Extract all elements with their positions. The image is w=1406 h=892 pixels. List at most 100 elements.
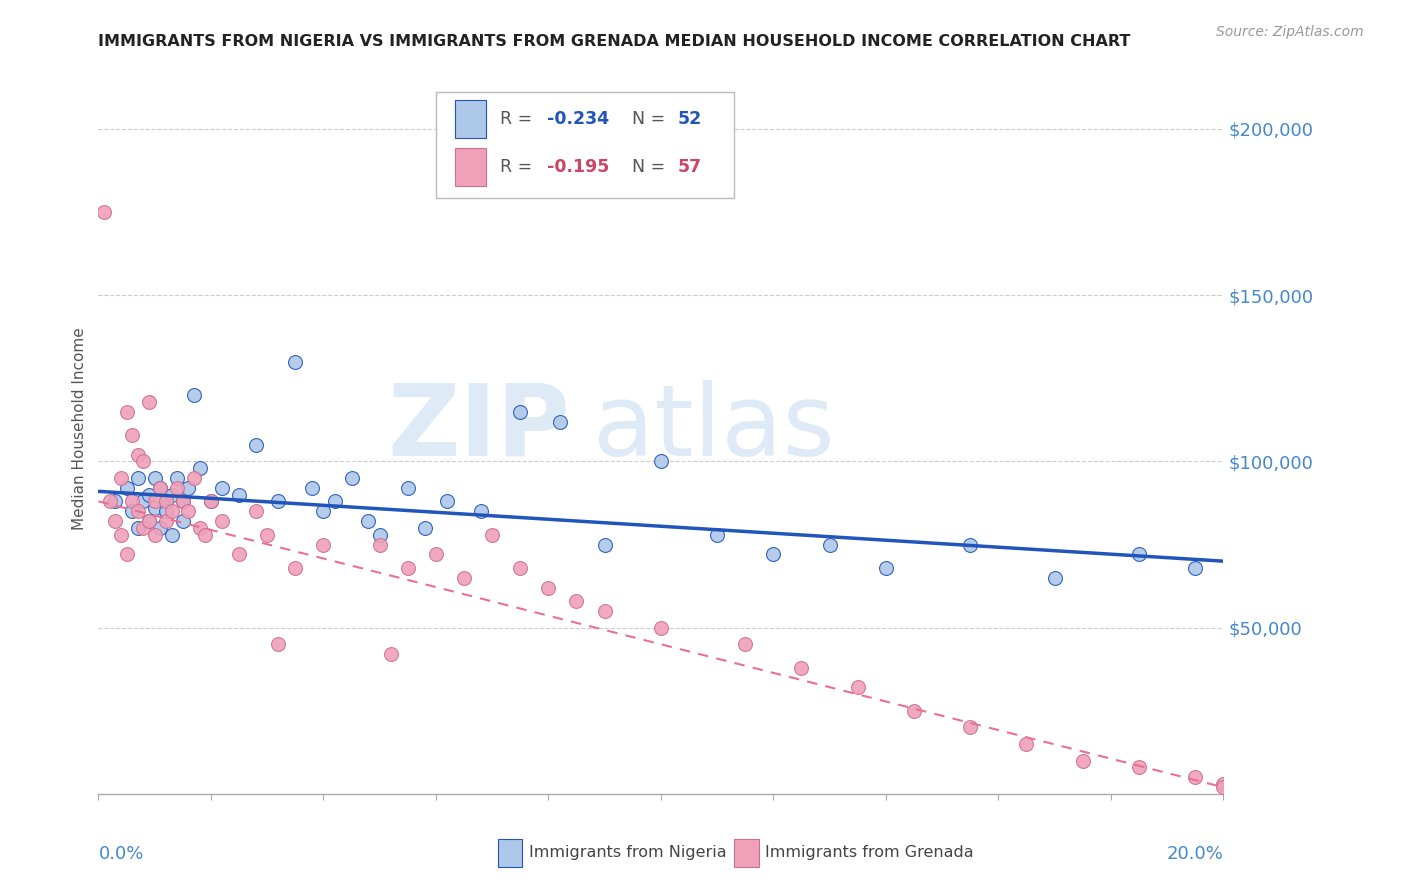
Point <box>200 494 222 508</box>
Point <box>245 504 267 518</box>
FancyBboxPatch shape <box>734 839 759 867</box>
Point <box>481 527 503 541</box>
Point <box>138 514 160 528</box>
Point <box>183 471 205 485</box>
Point <box>211 514 233 528</box>
Text: 52: 52 <box>678 110 702 128</box>
FancyBboxPatch shape <box>436 92 734 198</box>
Point <box>149 481 172 495</box>
Point <box>93 205 115 219</box>
Point <box>875 561 897 575</box>
Point <box>903 704 925 718</box>
Point <box>155 504 177 518</box>
Point <box>340 471 363 485</box>
Text: N =: N = <box>621 158 671 176</box>
Point <box>959 720 981 734</box>
Point <box>104 494 127 508</box>
Point <box>211 481 233 495</box>
Point <box>132 454 155 468</box>
Point <box>127 471 149 485</box>
Point <box>115 481 138 495</box>
FancyBboxPatch shape <box>498 839 523 867</box>
Point <box>132 494 155 508</box>
Point <box>436 494 458 508</box>
Point <box>143 500 166 515</box>
Point <box>470 504 492 518</box>
Point <box>413 521 436 535</box>
Point <box>149 521 172 535</box>
Point <box>172 514 194 528</box>
Point <box>312 537 335 551</box>
Point <box>183 388 205 402</box>
Point <box>650 454 672 468</box>
Point <box>565 594 588 608</box>
Point <box>593 537 616 551</box>
Point <box>368 537 391 551</box>
Point <box>650 621 672 635</box>
Point <box>132 521 155 535</box>
Point <box>110 527 132 541</box>
Point <box>155 494 177 508</box>
Point <box>172 494 194 508</box>
Point <box>138 488 160 502</box>
Text: -0.195: -0.195 <box>547 158 610 176</box>
Text: IMMIGRANTS FROM NIGERIA VS IMMIGRANTS FROM GRENADA MEDIAN HOUSEHOLD INCOME CORRE: IMMIGRANTS FROM NIGERIA VS IMMIGRANTS FR… <box>98 34 1130 49</box>
Text: R =: R = <box>501 110 537 128</box>
Point <box>368 527 391 541</box>
Point <box>115 548 138 562</box>
Point <box>228 548 250 562</box>
Point <box>312 504 335 518</box>
Point <box>593 604 616 618</box>
Point <box>155 494 177 508</box>
Point <box>790 660 813 674</box>
Point <box>267 637 290 651</box>
Point <box>149 481 172 495</box>
Point <box>706 527 728 541</box>
Point <box>818 537 841 551</box>
Point <box>301 481 323 495</box>
Point <box>228 488 250 502</box>
Point <box>172 494 194 508</box>
Point <box>509 404 531 418</box>
Point <box>548 415 571 429</box>
Point <box>98 494 121 508</box>
Point <box>160 527 183 541</box>
Text: Immigrants from Grenada: Immigrants from Grenada <box>765 845 974 860</box>
Point <box>396 561 419 575</box>
Point <box>177 481 200 495</box>
Point <box>425 548 447 562</box>
Point <box>143 494 166 508</box>
Point <box>160 504 183 518</box>
Point <box>143 471 166 485</box>
Point <box>1184 770 1206 784</box>
Text: 57: 57 <box>678 158 702 176</box>
Point <box>115 404 138 418</box>
Point <box>127 448 149 462</box>
Text: R =: R = <box>501 158 537 176</box>
Point <box>1015 737 1038 751</box>
Point <box>284 354 307 368</box>
Point <box>200 494 222 508</box>
Text: Source: ZipAtlas.com: Source: ZipAtlas.com <box>1216 25 1364 39</box>
Point <box>166 481 188 495</box>
Point <box>104 514 127 528</box>
Point <box>188 521 211 535</box>
Point <box>245 438 267 452</box>
Point <box>1212 777 1234 791</box>
Point <box>155 514 177 528</box>
Point <box>127 521 149 535</box>
Point <box>959 537 981 551</box>
Point <box>121 494 143 508</box>
Point <box>453 571 475 585</box>
Point <box>127 504 149 518</box>
Point <box>509 561 531 575</box>
Point <box>762 548 785 562</box>
Text: ZIP: ZIP <box>388 380 571 476</box>
Point <box>1184 561 1206 575</box>
Point <box>1071 754 1094 768</box>
Point <box>1128 760 1150 774</box>
Point <box>323 494 346 508</box>
Point <box>138 394 160 409</box>
Point <box>1128 548 1150 562</box>
Point <box>160 488 183 502</box>
